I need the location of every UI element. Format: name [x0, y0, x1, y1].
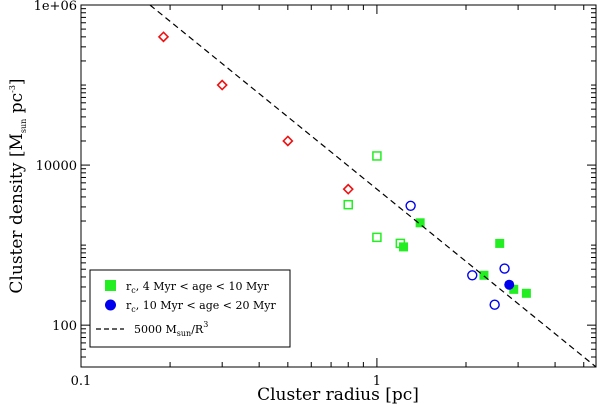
data-point-green-filled-square — [495, 238, 505, 248]
data-point-red-diamond — [157, 31, 170, 43]
x-axis-ticks: 0.1 1 — [71, 5, 585, 389]
data-point-red-diamond — [282, 135, 294, 147]
data-point-blue-open-circle — [499, 263, 510, 274]
y-tick-label: 100 — [52, 319, 77, 334]
legend-entry-line: 5000 Msun/R3 — [134, 320, 208, 338]
data-point-red-diamond — [342, 183, 354, 195]
data-point-blue-open-circle — [467, 270, 478, 281]
plot-area — [149, 4, 597, 368]
legend-entry-green: rc, 4 Myr < age < 10 Myr — [126, 280, 269, 295]
x-tick-label: 1 — [373, 374, 381, 389]
y-tick-label: 1e+06 — [34, 0, 77, 14]
y-axis-ticks: 100 10000 1e+06 — [34, 0, 596, 368]
plot-frame — [80, 4, 597, 368]
legend: rc, 4 Myr < age < 10 Myr rc, 10 Myr < ag… — [89, 269, 291, 348]
data-point-green-filled-square — [415, 218, 425, 228]
data-point-green-open-square — [343, 199, 353, 210]
legend-marker-blue-circle — [105, 299, 116, 311]
data-point-red-diamond — [216, 79, 228, 91]
data-point-blue-open-circle — [405, 200, 416, 211]
data-point-green-filled-square — [521, 288, 531, 298]
legend-marker-green-square — [105, 280, 116, 291]
x-tick-label: 0.1 — [71, 374, 92, 389]
data-point-blue-filled-circle — [504, 279, 515, 290]
data-point-green-open-square — [372, 232, 382, 243]
data-point-green-open-square — [372, 151, 382, 161]
data-point-blue-open-circle — [489, 299, 500, 310]
x-axis-label: Cluster radius [pc] — [257, 385, 419, 405]
y-tick-label: 10000 — [36, 159, 77, 174]
legend-box — [89, 269, 291, 348]
legend-entry-blue: rc, 10 Myr < age < 20 Myr — [126, 299, 276, 314]
data-point-green-filled-square — [509, 284, 519, 294]
data-point-green-filled-square — [399, 242, 409, 252]
model-line — [149, 4, 597, 368]
y-axis-label: Cluster density [Msun pc-3] — [7, 78, 28, 293]
data-point-green-filled-square — [479, 270, 489, 280]
